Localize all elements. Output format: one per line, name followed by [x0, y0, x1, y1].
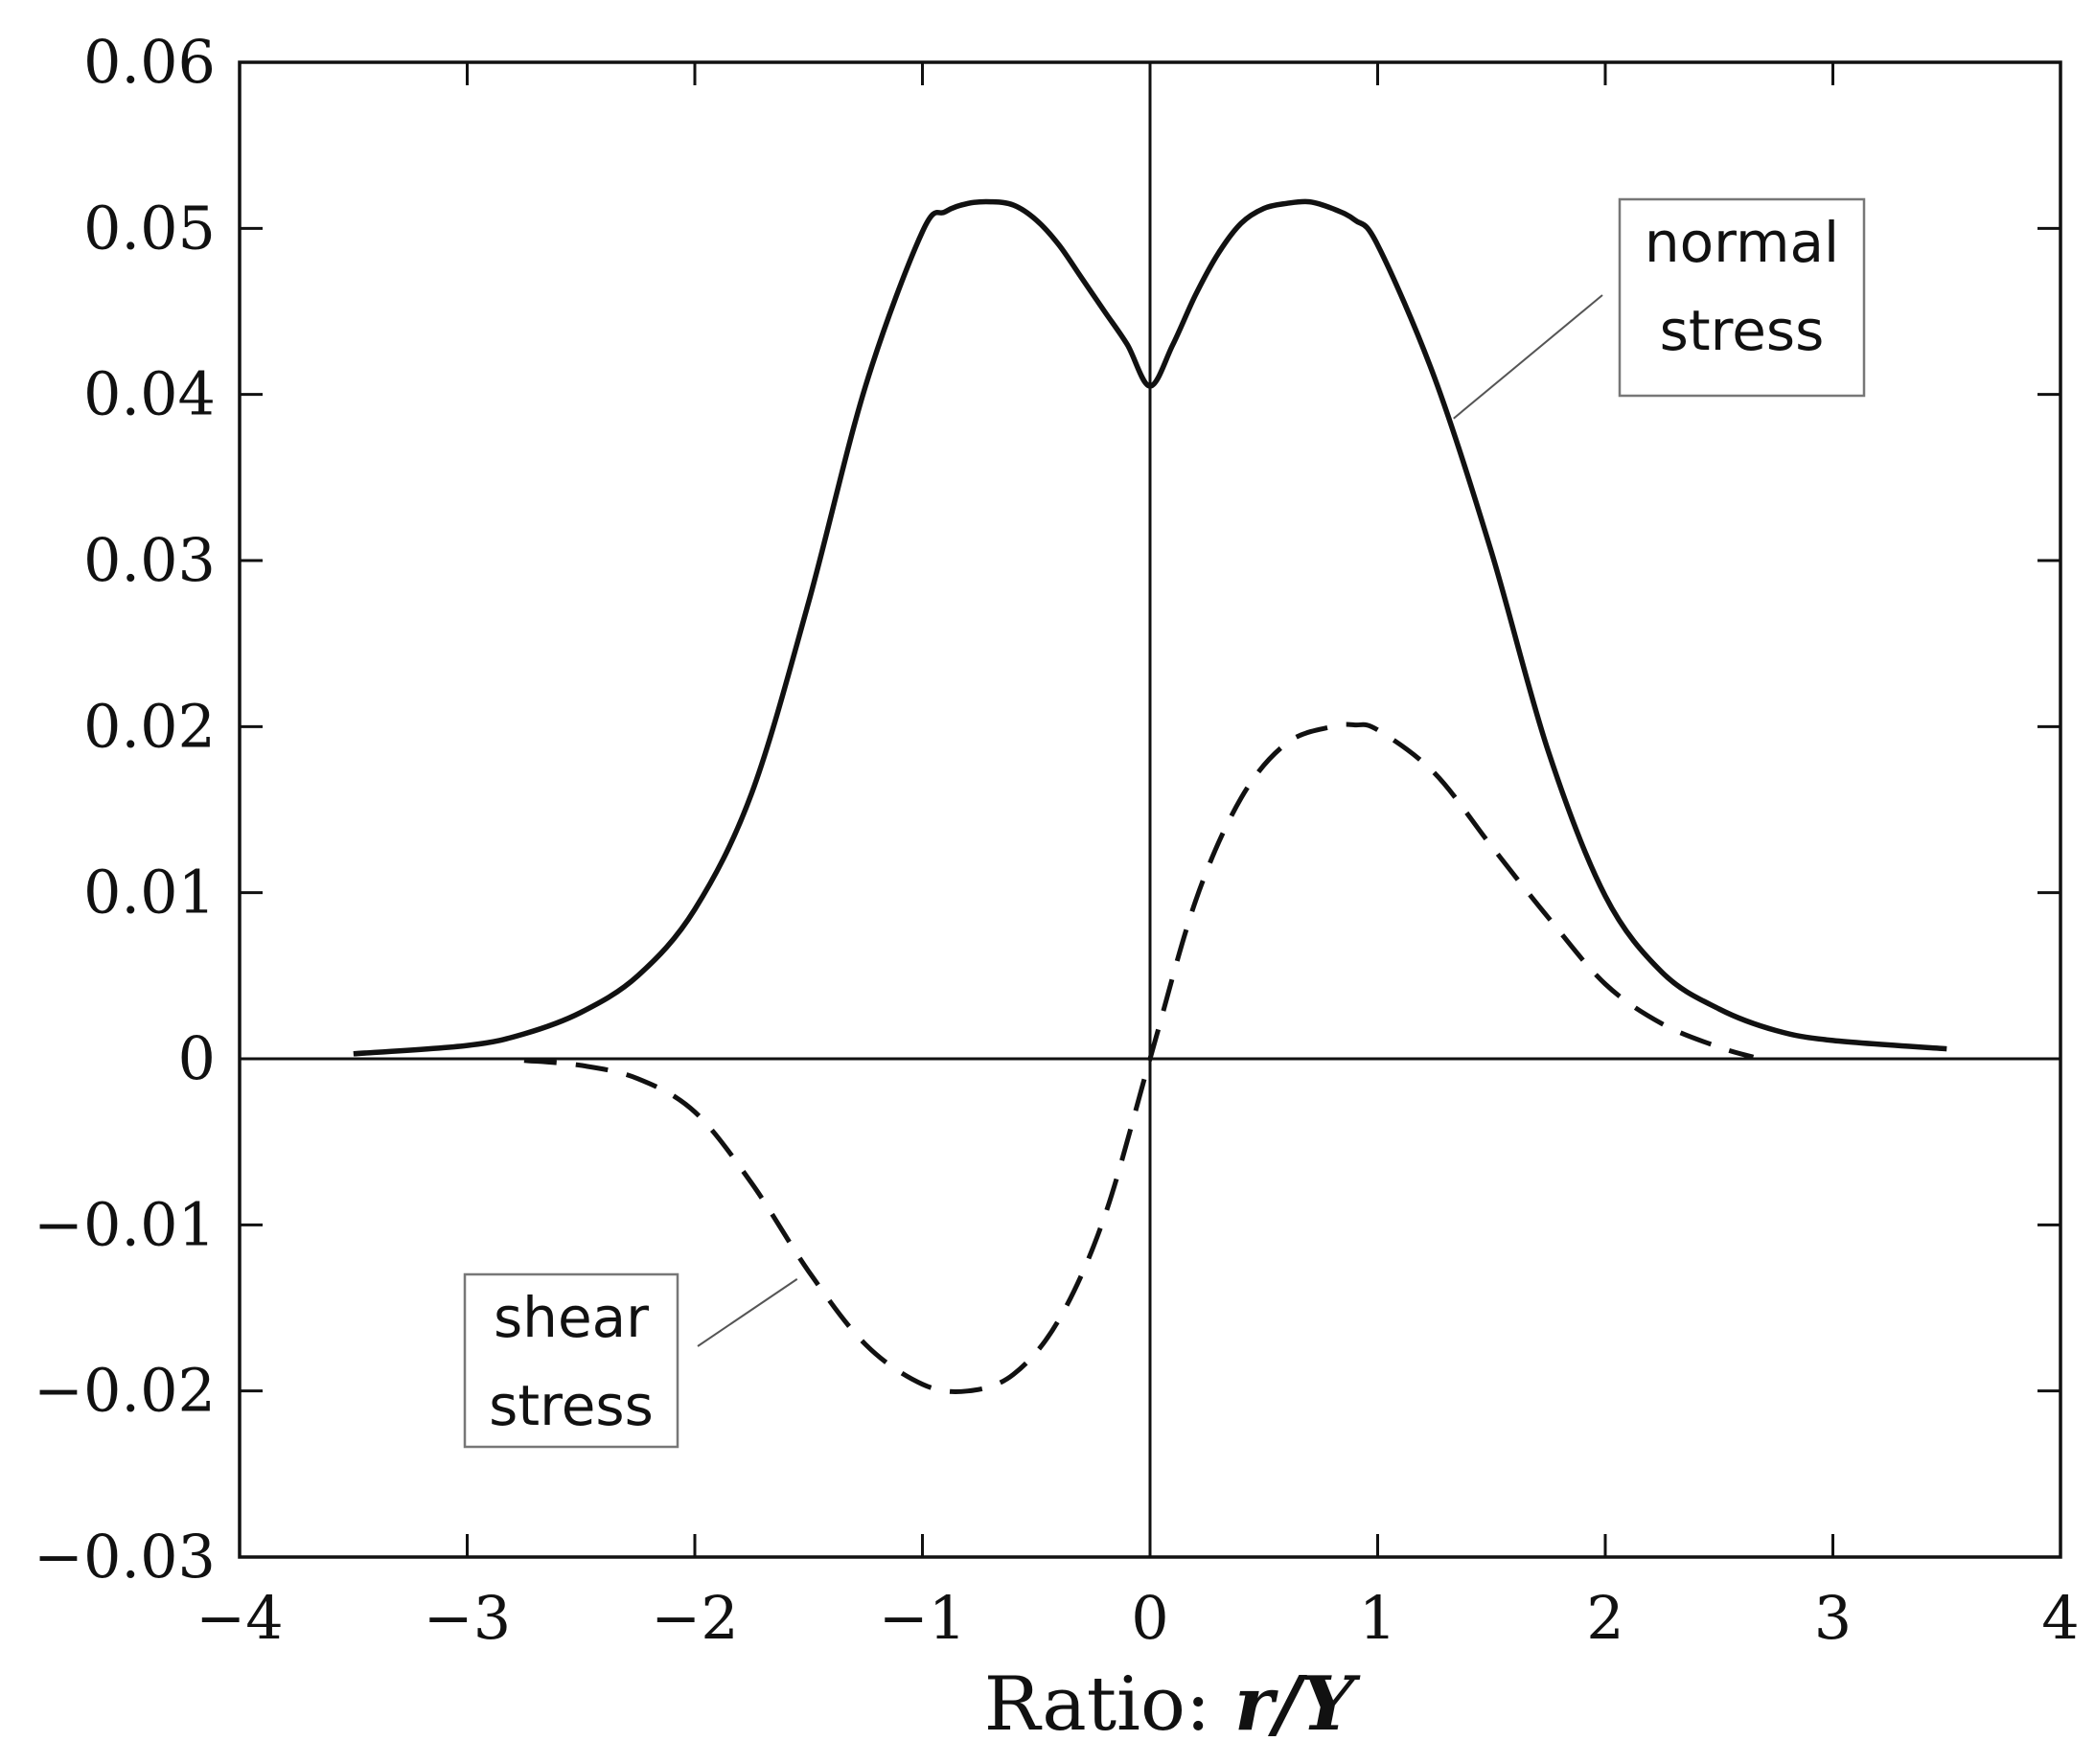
y-tick-label: 0.02: [83, 691, 216, 761]
x-tick-label: 1: [1359, 1583, 1396, 1653]
shear-stress-annotation-text: shear: [494, 1285, 649, 1350]
shear-stress-series-line: [523, 722, 1755, 1394]
x-tick-label: 0: [1131, 1583, 1168, 1653]
x-tick-label: 3: [1814, 1583, 1852, 1653]
y-tick-label: 0.05: [83, 193, 216, 263]
y-tick-label: 0: [178, 1023, 216, 1093]
shear-stress-annotation-box: [463, 1272, 679, 1449]
normal-stress-annotation-leader: [1453, 294, 1603, 420]
y-tick-label: −0.03: [34, 1522, 216, 1592]
normal-stress-annotation-box: [1618, 197, 1866, 398]
y-tick-label: 0.03: [83, 525, 216, 595]
x-tick-label: 4: [2041, 1583, 2079, 1653]
y-tick-label: 0.06: [83, 27, 216, 97]
x-axis-title-variable: r/Y: [1234, 1661, 1361, 1748]
tick-labels-layer: −4 −3 −2 −1 0 1 2 3 4 −0.03 −0.02 −0.01 0 0.01 0.02 0.0…: [34, 27, 2080, 1653]
y-tick-label: −0.02: [34, 1356, 216, 1426]
shear-stress-annotation-text: stress: [489, 1373, 654, 1438]
x-tick-label: 2: [1586, 1583, 1623, 1653]
x-axis-title: Ratio: r/Y: [984, 1661, 1361, 1748]
plot-area-frame: [238, 60, 2062, 1559]
y-tick-label: 0.04: [83, 359, 216, 429]
y-tick-label: −0.01: [34, 1189, 216, 1259]
x-tick-label: −1: [879, 1583, 966, 1653]
y-tick-label: 0.01: [83, 858, 216, 928]
normal-stress-annotation-text: normal: [1645, 210, 1839, 275]
shear-stress-annotation-leader: [697, 1278, 798, 1347]
x-tick-label: −2: [651, 1583, 738, 1653]
x-axis-title-text: Ratio:: [984, 1661, 1234, 1748]
annotation-layer: normal stress shear stress: [463, 197, 1866, 1449]
normal-stress-annotation-text: stress: [1660, 298, 1825, 363]
x-tick-label: −3: [424, 1583, 511, 1653]
x-tick-label: −4: [196, 1583, 283, 1653]
